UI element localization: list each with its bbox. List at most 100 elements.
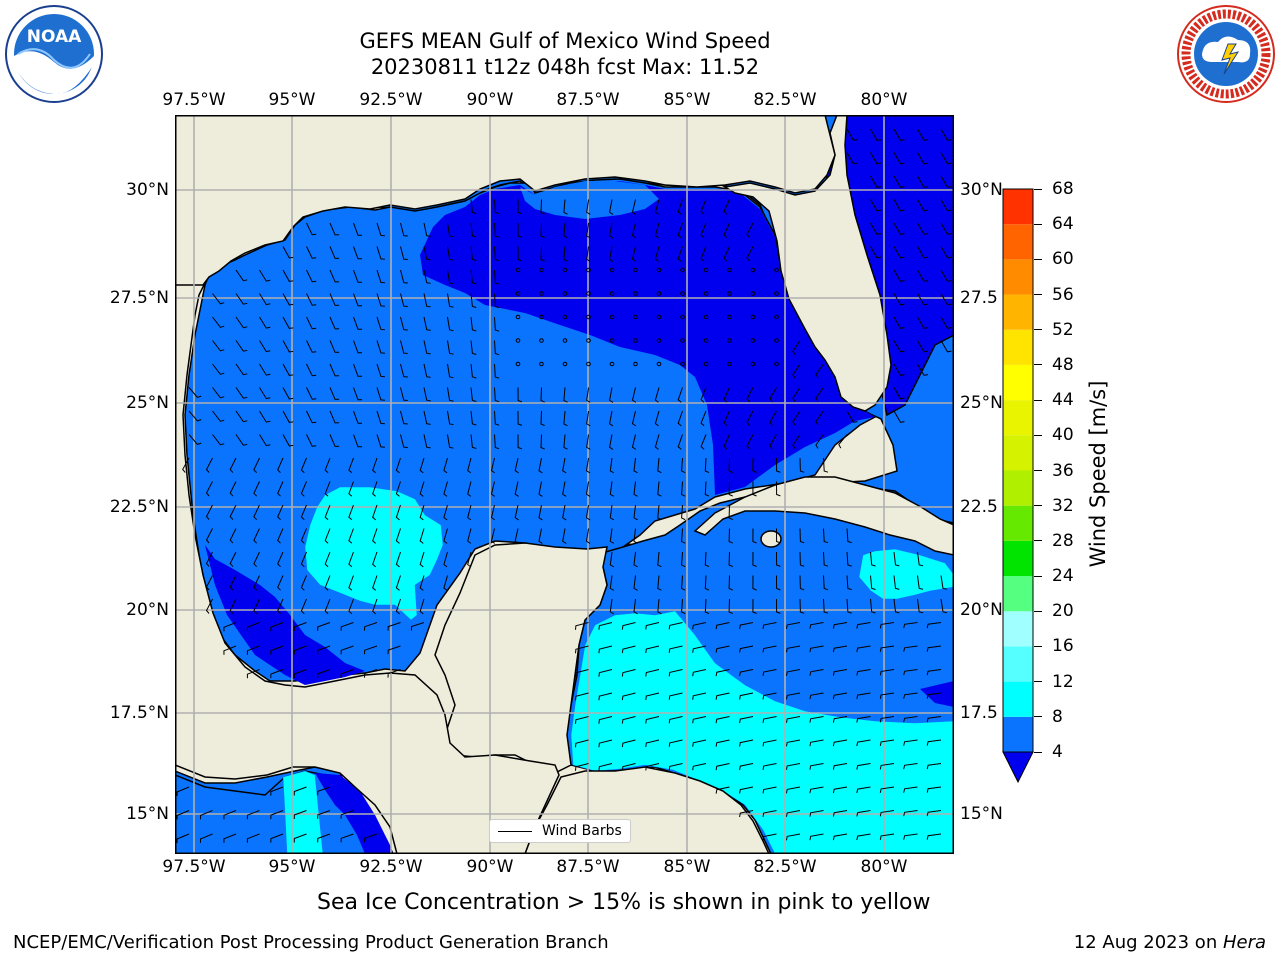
wind-barb (769, 434, 777, 450)
wind-barb (893, 551, 900, 567)
wind-barb (447, 269, 454, 285)
wind-barb (293, 669, 307, 678)
wind-barb (300, 575, 307, 591)
wind-barb (657, 481, 662, 497)
colorbar-tick-mark (1034, 329, 1042, 331)
wind-barb (621, 669, 636, 677)
wind-barb (926, 645, 942, 652)
wind-barb (423, 316, 431, 331)
wind-barb (681, 504, 686, 521)
lon-label-top: 90°W (466, 90, 514, 110)
wind-barb (205, 598, 213, 614)
wind-barb (514, 481, 519, 497)
colorbar-tick-label: 40 (1052, 425, 1074, 446)
colorbar-tick-label: 4 (1052, 742, 1063, 762)
wind-barb (700, 246, 707, 262)
wind-barb (609, 410, 614, 427)
wind-barb (329, 293, 340, 306)
wind-barb (277, 528, 284, 544)
wind-barb (815, 434, 824, 449)
wind-barb (762, 622, 777, 629)
wind-barb (372, 598, 378, 615)
wind-barb (223, 622, 237, 632)
wind-barb (300, 457, 307, 474)
wind-barb (223, 645, 237, 655)
wind-barb (700, 410, 707, 427)
wind-barb (621, 692, 636, 701)
wind-barb (715, 786, 730, 794)
wind-barb (704, 598, 710, 615)
wind-barb (586, 246, 591, 262)
wind-barb (776, 528, 781, 544)
wind-barb-calm (586, 361, 591, 367)
wind-barb (517, 434, 523, 450)
wind-barb (470, 387, 477, 402)
lat-label-right: 15°N (960, 804, 1003, 824)
wind-barb (423, 363, 431, 378)
wind-barb (348, 504, 354, 521)
wind-barb (353, 316, 362, 330)
wind-barb (372, 575, 378, 591)
wind-barb (270, 669, 284, 679)
wind-barb (598, 739, 613, 748)
wind-barb (903, 833, 918, 840)
wind-barb (917, 598, 924, 614)
wind-barb (893, 387, 905, 400)
wind-barb (746, 434, 754, 450)
wind-barb (253, 457, 260, 474)
wind-barb (832, 786, 848, 794)
wind-barb-calm (774, 314, 779, 320)
wind-barb (246, 669, 260, 679)
wind-barb (575, 692, 589, 701)
wind-barb (353, 340, 362, 354)
wind-barb (776, 481, 781, 497)
wind-barb-calm (680, 267, 685, 273)
mexico-land (175, 115, 560, 854)
wind-barb (926, 716, 942, 723)
wind-barb (668, 692, 683, 700)
wind-barb (893, 316, 905, 329)
wind-barb (447, 410, 454, 426)
wind-barb (621, 739, 636, 748)
wind-barb (324, 481, 331, 497)
wind-barb (786, 763, 801, 770)
wind-barb (739, 810, 754, 818)
wind-barb (470, 363, 477, 379)
wind-barb (517, 199, 523, 215)
lon-label-top: 85°W (663, 90, 711, 110)
wind-barb (700, 387, 707, 403)
wind-barb (786, 669, 801, 676)
wind-barb-calm (633, 361, 638, 367)
wind-barb (926, 622, 942, 629)
wind-barb (917, 575, 924, 590)
wind-barb-calm (633, 314, 638, 320)
wind-barb (470, 340, 477, 355)
colorbar-tick-mark (1034, 223, 1042, 225)
wind-barb-calm (750, 338, 756, 343)
wind-barb (926, 669, 942, 676)
calm-region-bay-of-campeche (205, 545, 365, 685)
wind-barb (893, 340, 905, 353)
wind-barb (329, 387, 340, 400)
wind-barb (585, 504, 591, 521)
wind-barb (870, 575, 876, 590)
wind-barb (832, 739, 848, 747)
wind-barb (786, 739, 801, 747)
colorbar-band (1003, 470, 1033, 506)
lat-label-left: 15°N (126, 804, 169, 824)
wind-barb-calm (703, 267, 709, 273)
wind-barb (677, 387, 683, 403)
wind-barb (692, 739, 707, 747)
wind-barb (598, 716, 613, 724)
wind-barb (229, 551, 237, 567)
wind-barb-calm (750, 267, 756, 273)
wind-barb (277, 457, 284, 474)
wind-barb (917, 246, 929, 259)
colorbar-tick-label: 68 (1052, 179, 1074, 199)
wind-barb (317, 669, 331, 678)
wind-barb (324, 598, 331, 615)
wind-barb (786, 786, 801, 794)
wind-barb (188, 410, 202, 422)
wind-barb (846, 551, 852, 567)
wind-barb-calm (774, 267, 779, 273)
